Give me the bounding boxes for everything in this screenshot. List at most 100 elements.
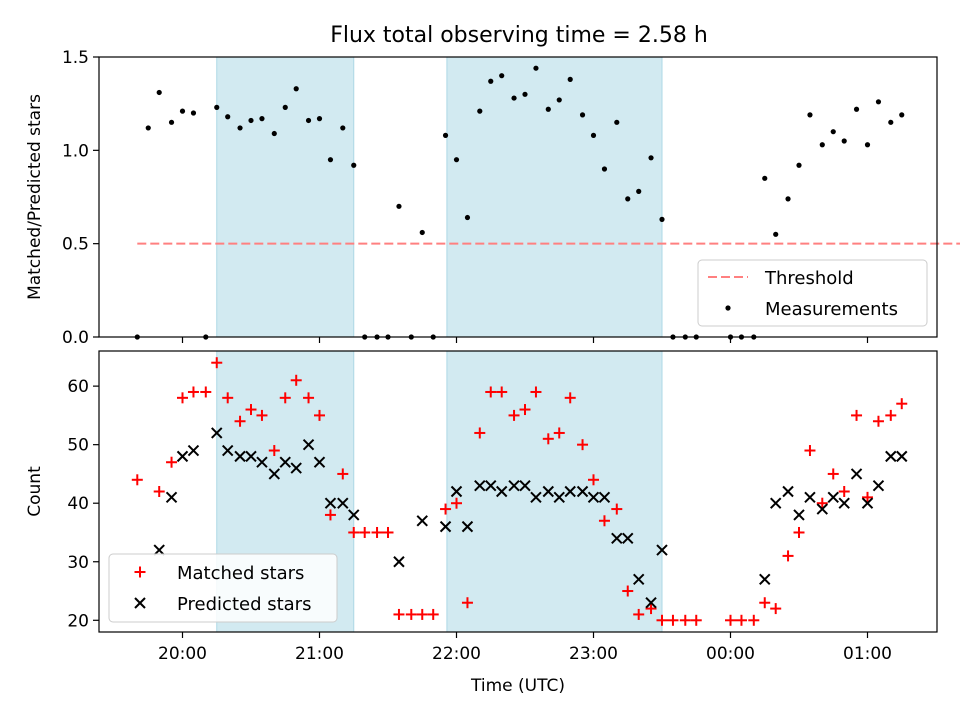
matched-star-marker [474,427,486,439]
predicted-marker-b [782,485,794,498]
measurement-point [875,99,882,105]
predicted-star-marker [279,456,291,468]
measurement-point [396,203,402,209]
legend-predicted-swatch [134,597,146,609]
predicted-marker-b [153,544,165,556]
legend-predicted-label: Predicted stars [177,594,311,615]
measurement-point [156,89,162,96]
predicted-marker-b [302,438,315,451]
matched-star-marker [588,474,599,486]
matched-star-marker [622,585,634,597]
matched-star-marker [793,526,805,538]
measurement-point [168,119,175,125]
matched-star-marker [427,608,439,620]
measurement-point [259,116,265,122]
predicted-star-marker [302,438,315,451]
predicted-star-marker [782,485,794,498]
y-axis-label: Count [25,466,45,517]
measurement-point [625,196,631,202]
y-tick-label: 1.0 [62,141,89,161]
predicted-marker-b [896,450,908,463]
predicted-marker-b [211,427,223,439]
predicted-marker-b [176,450,189,463]
measurement-point [785,196,791,202]
predicted-star-marker [393,556,405,568]
measurement-point [601,166,608,172]
predicted-star-marker [827,491,839,504]
predicted-star-marker [872,479,885,492]
predicted-star-marker [519,479,531,492]
measurement-point [488,78,494,84]
matched-star-marker [416,608,428,620]
matched-star-marker [770,603,782,615]
predicted-star-marker [598,491,611,504]
predicted-star-marker [804,491,816,504]
predicted-star-marker [461,520,474,533]
matched-star-marker [564,392,576,404]
predicted-star-marker [153,544,165,556]
predicted-marker-b [759,573,771,586]
measurement-point [864,142,871,148]
matched-star-marker [279,392,291,404]
y-tick-label: 40 [67,494,89,514]
measurement-point [888,119,894,125]
predicted-star-marker [439,520,452,533]
predicted-marker-b [838,497,850,509]
matched-star-marker [611,503,623,515]
x-axis-label: Time (UTC) [470,676,565,696]
predicted-marker-b [587,491,600,504]
predicted-marker-b [576,485,589,498]
predicted-star-marker [564,485,576,498]
measurement-point [579,112,586,118]
predicted-marker-b [656,544,668,556]
legend: Matched stars Predicted stars [108,553,338,623]
matched-star-marker [290,374,302,386]
predicted-marker-b [645,597,657,609]
matched-star-marker [166,456,178,468]
matched-star-marker [679,614,691,626]
predicted-star-marker [508,479,520,492]
x-tick-label: 23:00 [569,644,618,664]
matched-star-marker [440,503,452,515]
predicted-marker-b [804,491,816,504]
measurement-point [648,155,654,161]
predicted-marker-b [633,573,645,586]
predicted-marker-b [313,456,326,468]
predicted-marker-b [622,532,634,545]
matched-star-marker [885,409,897,421]
predicted-marker-b [611,532,623,545]
matched-star-marker [633,608,645,620]
predicted-marker-b [496,485,508,498]
measurement-point [282,104,288,110]
predicted-star-marker [656,544,668,556]
y-tick-label: 30 [67,553,89,573]
predicted-marker-b [234,450,246,463]
matched-star-marker [851,409,863,421]
matched-star-marker [187,386,199,398]
measurement-point [796,162,802,168]
x-tick-label: 01:00 [843,644,892,664]
predicted-marker-b [268,468,280,480]
measurement-point [545,106,551,112]
measurement-point [453,157,460,163]
top-panel-ratio-plot: 0.0 0.5 1.0 1.5 Matched/Predicted stars Thres… [25,48,960,348]
predicted-marker-b [416,515,428,527]
y-tick-label: 1.5 [62,48,89,68]
predicted-star-marker [176,450,189,463]
measurement-point [179,108,186,114]
matched-star-marker [735,614,747,626]
y-tick-label: 0.0 [62,328,89,348]
matched-star-marker [748,614,760,626]
matched-star-marker [222,392,234,404]
predicted-marker-b [485,479,497,492]
predicted-star-marker [256,456,268,468]
shaded-observing-window [216,57,354,337]
predicted-star-marker [187,444,200,457]
predicted-star-marker [348,509,360,521]
predicted-marker-b [872,479,885,492]
legend-matched-label: Matched stars [177,563,304,584]
predicted-marker-b [290,462,302,474]
legend-measurement-label: Measurements [765,299,898,320]
measurement-point [511,95,517,101]
